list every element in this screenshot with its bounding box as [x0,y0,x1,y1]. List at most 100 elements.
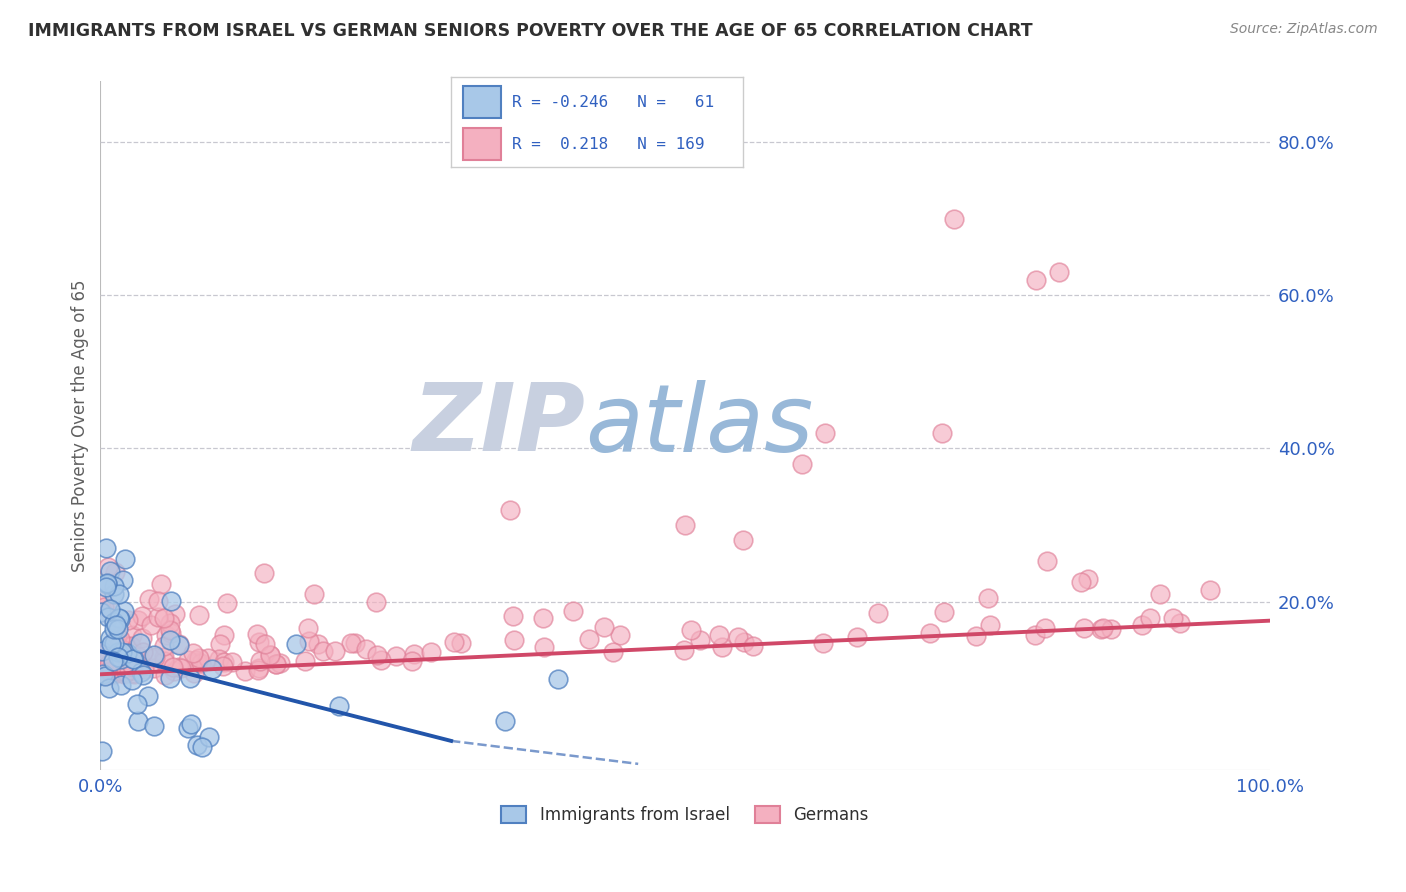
Point [593,620,616,634]
Point [212,659,235,673]
Point [152,654,174,668]
Point [811,635,834,649]
Point [96,577,118,591]
Point [443,635,465,649]
Point [159,623,181,637]
Point [115,665,138,679]
Point [104,617,127,632]
Point [285,637,308,651]
Point [323,644,346,658]
Point [742,640,765,654]
Point [91,605,114,619]
Point [385,648,408,663]
Point [215,596,238,610]
Point [1092,621,1115,635]
Point [121,659,143,673]
Point [132,668,155,682]
Point [866,606,889,620]
Point [142,648,165,662]
Point [562,604,585,618]
Point [689,633,711,648]
Point [139,618,162,632]
Point [160,625,183,640]
Point [115,646,138,660]
Point [167,660,190,674]
Point [931,426,953,441]
Point [117,613,139,627]
Point [180,717,202,731]
Point [112,642,135,657]
Point [150,577,173,591]
Point [1033,620,1056,634]
Point [340,636,363,650]
Point [1024,628,1046,642]
Point [186,652,208,666]
Point [266,657,288,671]
Point [104,634,127,648]
Point [91,667,114,681]
Point [131,609,153,624]
Point [247,661,270,675]
Point [253,637,276,651]
Point [97,560,120,574]
Point [103,579,125,593]
Point [177,721,200,735]
Point [266,657,288,672]
Point [162,660,184,674]
Point [122,667,145,681]
Point [404,647,426,661]
Point [163,664,186,678]
Point [167,636,190,650]
Point [107,622,129,636]
Point [121,651,143,665]
Point [578,632,600,646]
Point [148,594,170,608]
Point [197,651,219,665]
Point [103,587,125,601]
Point [114,552,136,566]
Point [233,665,256,679]
Point [366,595,388,609]
Point [100,638,122,652]
Text: IMMIGRANTS FROM ISRAEL VS GERMAN SENIORS POVERTY OVER THE AGE OF 65 CORRELATION : IMMIGRANTS FROM ISRAEL VS GERMAN SENIORS… [28,22,1033,40]
Point [111,573,134,587]
Point [1099,623,1122,637]
Point [673,518,696,533]
Point [259,648,281,662]
Point [98,600,121,615]
Point [208,652,231,666]
Point [609,627,631,641]
Point [121,665,143,680]
Point [733,533,755,548]
Point [90,605,112,619]
Point [212,655,235,669]
Point [190,657,212,671]
Point [494,714,516,728]
Point [190,740,212,755]
Point [328,698,350,713]
Point [110,678,132,692]
Point [96,658,118,673]
Point [93,647,115,661]
Legend: Immigrants from Israel, Germans: Immigrants from Israel, Germans [502,805,869,823]
Point [93,669,115,683]
Point [100,660,122,674]
Point [814,426,837,441]
Point [108,640,131,654]
Point [94,661,117,675]
Point [115,639,138,653]
Point [1090,622,1112,636]
Point [108,611,131,625]
Point [197,730,219,744]
Point [143,719,166,733]
Point [98,564,121,578]
Point [91,644,114,658]
Point [209,637,232,651]
Point [108,612,131,626]
Point [91,647,114,661]
Point [679,623,702,637]
Point [498,502,520,516]
Point [159,632,181,647]
Point [143,661,166,675]
Point [187,655,209,669]
